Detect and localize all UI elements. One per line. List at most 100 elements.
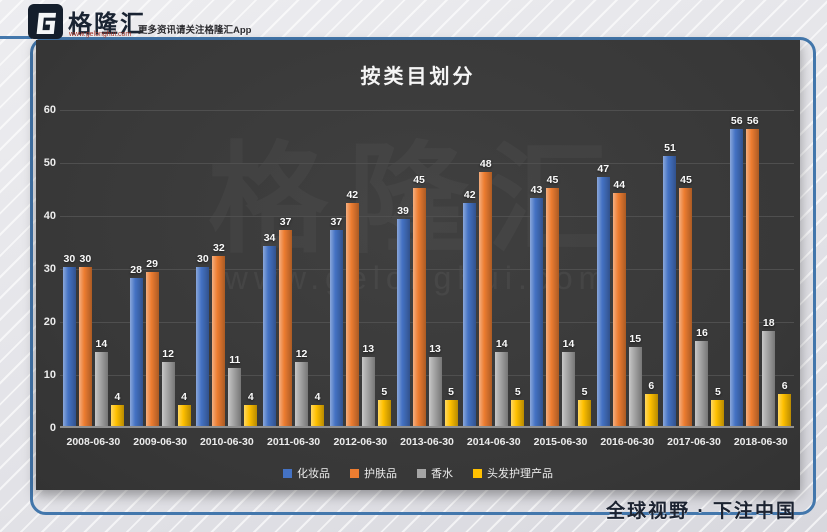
- logo-brand-text: 格隆汇: [68, 11, 146, 38]
- bar-value-label: 51: [664, 141, 676, 154]
- y-axis: 0 10 20 30 40 50 60: [38, 104, 58, 434]
- bar-护肤品: [279, 229, 293, 426]
- bar-column: 5: [444, 386, 458, 426]
- legend-label: 香水: [431, 468, 453, 480]
- bar-香水: [562, 351, 575, 426]
- bar-value-label: 4: [314, 390, 321, 403]
- legend-label: 护肤品: [364, 468, 397, 480]
- bar-香水: [361, 357, 375, 426]
- bar-护肤品: [746, 129, 760, 426]
- bar-value-label: 47: [597, 162, 610, 175]
- bar-value-label: 42: [463, 189, 476, 202]
- bar-value-label: 13: [429, 343, 441, 356]
- bar-column: 30: [78, 253, 92, 426]
- bar-value-label: 12: [295, 348, 308, 361]
- bar-groups: 30 30 14 4 28 29 12 4 30 32 11 4 34 37 12 4 37 42 13 5 39 45 1…: [60, 110, 794, 426]
- bar-香水: [428, 357, 442, 426]
- bar-column: 4: [244, 390, 258, 426]
- bar-value-label: 28: [130, 263, 142, 276]
- bar-value-label: 56: [746, 115, 759, 128]
- decorative-frame: [30, 37, 816, 515]
- bar-value-label: 16: [696, 327, 708, 340]
- bar-香水: [695, 341, 709, 426]
- bar-value-label: 30: [79, 253, 92, 265]
- bar-value-label: 56: [730, 115, 743, 128]
- bar-group: 56 56 18 6: [727, 110, 794, 426]
- y-tick-label: 10: [43, 369, 56, 381]
- bar-value-label: 39: [397, 205, 409, 218]
- bar-头发护理产品: [644, 394, 658, 426]
- bar-护肤品: [612, 192, 626, 426]
- bar-group: 43 45 14 5: [527, 110, 594, 426]
- bar-column: 45: [546, 173, 559, 426]
- bar-value-label: 5: [581, 385, 588, 398]
- bar-化妆品: [596, 176, 610, 426]
- x-axis-label: 2018-06-30: [733, 436, 788, 448]
- bar-香水: [228, 367, 242, 426]
- bar-头发护理产品: [311, 404, 325, 426]
- bar-香水: [161, 362, 175, 426]
- bar-头发护理产品: [110, 404, 124, 426]
- bar-column: 5: [578, 385, 591, 426]
- bar-column: 37: [279, 216, 293, 426]
- logo-url-text: www.gelonghui.com: [69, 31, 132, 38]
- legend-swatch-icon: [417, 468, 426, 478]
- bar-value-label: 6: [648, 380, 655, 393]
- gridline: [60, 163, 794, 164]
- bar-头发护理产品: [377, 399, 391, 426]
- bar-column: 4: [177, 391, 191, 426]
- legend-swatch-icon: [473, 468, 482, 478]
- logo-g-glyph: [36, 12, 57, 34]
- x-axis-label: 2014-06-30: [466, 436, 521, 448]
- bar-column: 4: [311, 390, 325, 426]
- x-axis-label: 2012-06-30: [333, 436, 388, 448]
- chart-title: 按类目划分: [360, 66, 476, 88]
- bar-value-label: 44: [613, 178, 626, 191]
- bar-护肤品: [212, 256, 226, 426]
- legend-label: 头发护理产品: [487, 468, 553, 480]
- bar-护肤品: [479, 171, 493, 426]
- bar-value-label: 45: [680, 173, 692, 186]
- bar-column: 47: [596, 162, 610, 426]
- bar-value-label: 34: [263, 231, 276, 244]
- bar-column: 43: [530, 184, 543, 426]
- bar-column: 45: [412, 174, 426, 426]
- bar-group: 30 32 11 4: [193, 110, 260, 426]
- legend-item: 化妆品: [283, 465, 330, 481]
- bar-头发护理产品: [578, 399, 591, 426]
- y-tick-label: 50: [43, 157, 56, 169]
- legend-item: 香水: [417, 465, 453, 481]
- bar-value-label: 14: [562, 337, 575, 350]
- x-axis-label: 2009-06-30: [133, 436, 187, 448]
- logo-tagline: 更多资讯请关注格隆汇App: [138, 25, 252, 36]
- bar-护肤品: [546, 187, 559, 426]
- bar-value-label: 30: [63, 253, 76, 265]
- legend-swatch-icon: [283, 468, 292, 478]
- bar-column: 18: [762, 317, 776, 426]
- bar-value-label: 45: [546, 173, 559, 186]
- bar-column: 13: [361, 343, 375, 426]
- bar-头发护理产品: [778, 394, 792, 426]
- bar-化妆品: [396, 219, 410, 426]
- x-axis-label: 2008-06-30: [66, 436, 121, 448]
- bar-化妆品: [129, 277, 143, 426]
- bar-column: 37: [329, 216, 343, 426]
- plot-area: 30 30 14 4 28 29 12 4 30 32 11 4 34 37 12 4 37 42 13 5 39 45 1…: [60, 110, 794, 428]
- bar-column: 12: [295, 348, 309, 426]
- bar-column: 42: [345, 189, 359, 426]
- bar-column: 16: [695, 327, 709, 426]
- legend-swatch-icon: [350, 468, 359, 478]
- bar-value-label: 4: [247, 390, 254, 403]
- y-tick-label: 40: [43, 210, 56, 222]
- x-axis-labels: 2008-06-30 2009-06-30 2010-06-30 2011-06-30…: [60, 436, 794, 448]
- bar-column: 4: [110, 390, 124, 426]
- bar-value-label: 13: [362, 343, 375, 356]
- bar-value-label: 5: [715, 385, 721, 398]
- bar-香水: [495, 351, 509, 426]
- bar-column: 14: [495, 338, 509, 426]
- bar-column: 30: [62, 253, 76, 426]
- x-axis-label: 2017-06-30: [667, 436, 721, 448]
- bar-香水: [762, 330, 776, 426]
- bar-value-label: 4: [114, 390, 121, 403]
